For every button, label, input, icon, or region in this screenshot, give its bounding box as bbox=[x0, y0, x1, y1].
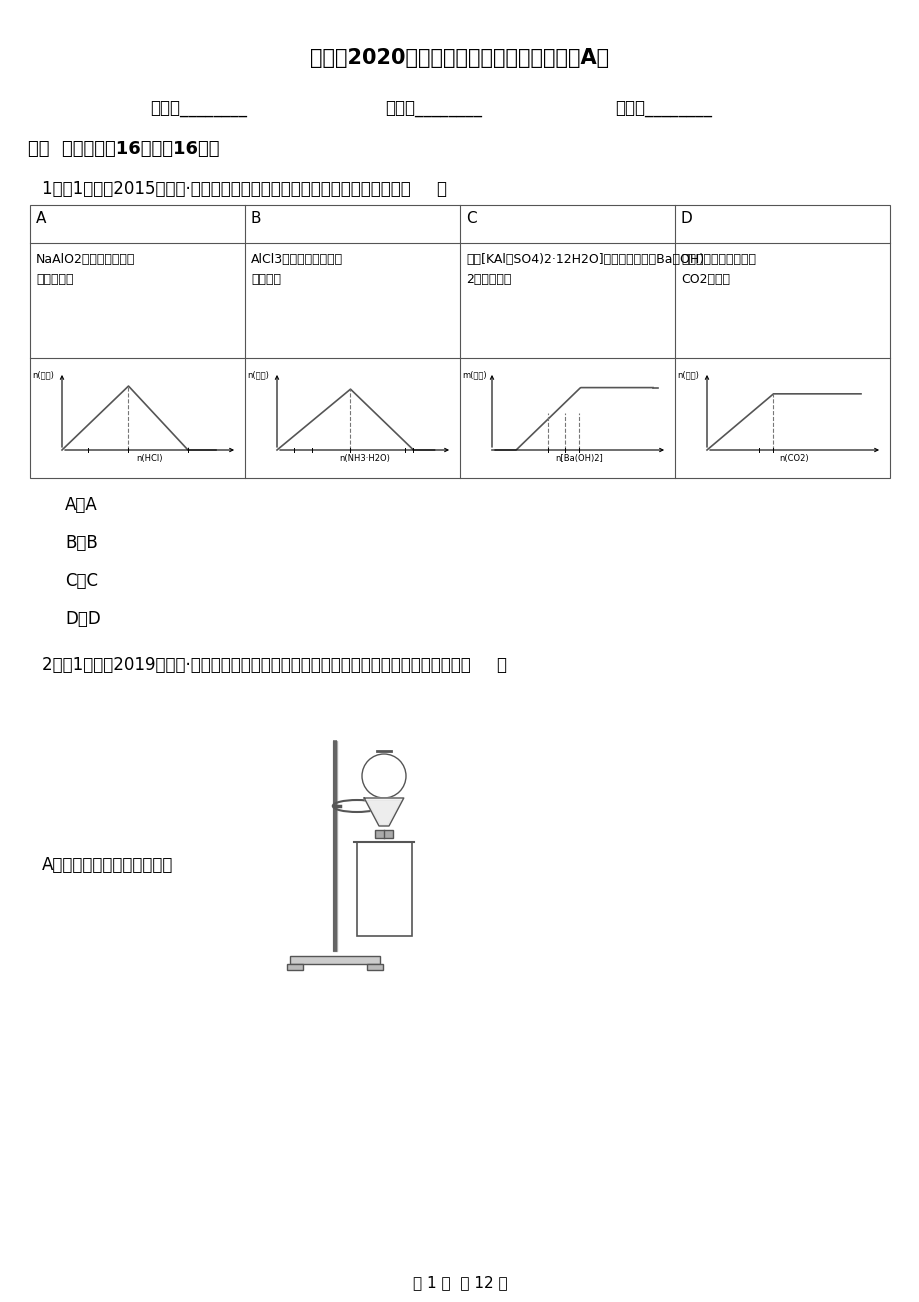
Text: B．B: B．B bbox=[65, 534, 97, 552]
Text: AlCl3溶液中逐滴滴加氨: AlCl3溶液中逐滴滴加氨 bbox=[251, 253, 343, 266]
Text: n(CO2): n(CO2) bbox=[778, 454, 809, 464]
Text: n[Ba(OH)2]: n[Ba(OH)2] bbox=[555, 454, 603, 464]
Text: n(NH3·H2O): n(NH3·H2O) bbox=[339, 454, 390, 464]
Text: C: C bbox=[466, 211, 476, 227]
Bar bbox=[289, 956, 380, 963]
Text: n(沉定): n(沉定) bbox=[676, 370, 698, 379]
Text: A．分离植物油和氯化钠溶液: A．分离植物油和氯化钠溶液 bbox=[42, 855, 173, 874]
Text: 一、  单选题（共16题；共16分）: 一、 单选题（共16题；共16分） bbox=[28, 141, 220, 158]
Text: n(HCl): n(HCl) bbox=[136, 454, 163, 464]
Bar bbox=[357, 842, 412, 936]
Text: D．D: D．D bbox=[65, 611, 101, 628]
Text: 2溶液至过量: 2溶液至过量 bbox=[466, 273, 511, 286]
Text: 班级：________: 班级：________ bbox=[384, 100, 482, 118]
Bar bbox=[375, 829, 392, 838]
Text: CO2至过量: CO2至过量 bbox=[680, 273, 729, 286]
Text: D: D bbox=[680, 211, 692, 227]
Text: n(沉定): n(沉定) bbox=[32, 370, 54, 379]
Text: n(沉定): n(沉定) bbox=[246, 370, 268, 379]
Text: 水至过量: 水至过量 bbox=[251, 273, 280, 286]
Text: 澄清石灰水中缓慢通入: 澄清石灰水中缓慢通入 bbox=[680, 253, 755, 266]
Text: NaAlO2溶液中逐滴滴加: NaAlO2溶液中逐滴滴加 bbox=[36, 253, 135, 266]
Text: 盐酸至过量: 盐酸至过量 bbox=[36, 273, 74, 286]
Bar bbox=[30, 204, 889, 478]
Text: B: B bbox=[251, 211, 261, 227]
Text: 2．（1分）（2019高一上·黑龙江期末）完成下列实验所需选择的装置或仪器都正确的是（     ）: 2．（1分）（2019高一上·黑龙江期末）完成下列实验所需选择的装置或仪器都正确… bbox=[42, 656, 506, 674]
Text: 江西省2020年高三上学期化学期末考试试卷A卷: 江西省2020年高三上学期化学期末考试试卷A卷 bbox=[310, 48, 609, 68]
Bar bbox=[367, 963, 382, 970]
Text: 明矾[KAl（SO4)2·12H2O]溶液中逐滴滴加Ba（OH): 明矾[KAl（SO4)2·12H2O]溶液中逐滴滴加Ba（OH) bbox=[466, 253, 703, 266]
Text: C．C: C．C bbox=[65, 572, 98, 590]
Text: 第 1 页  共 12 页: 第 1 页 共 12 页 bbox=[413, 1275, 506, 1290]
Text: 姓名：________: 姓名：________ bbox=[150, 100, 246, 118]
Text: m(沉定): m(沉定) bbox=[461, 370, 486, 379]
Circle shape bbox=[361, 754, 405, 798]
Polygon shape bbox=[364, 798, 403, 825]
Text: A．A: A．A bbox=[65, 496, 97, 514]
Text: 成绩：________: 成绩：________ bbox=[614, 100, 711, 118]
Text: A: A bbox=[36, 211, 46, 227]
Text: 1．（1分）（2015高一上·宜宾月考）列实验与对应示意图的关系正确的是（     ）: 1．（1分）（2015高一上·宜宾月考）列实验与对应示意图的关系正确的是（ ） bbox=[42, 180, 447, 198]
Polygon shape bbox=[366, 799, 402, 825]
Bar bbox=[287, 963, 302, 970]
